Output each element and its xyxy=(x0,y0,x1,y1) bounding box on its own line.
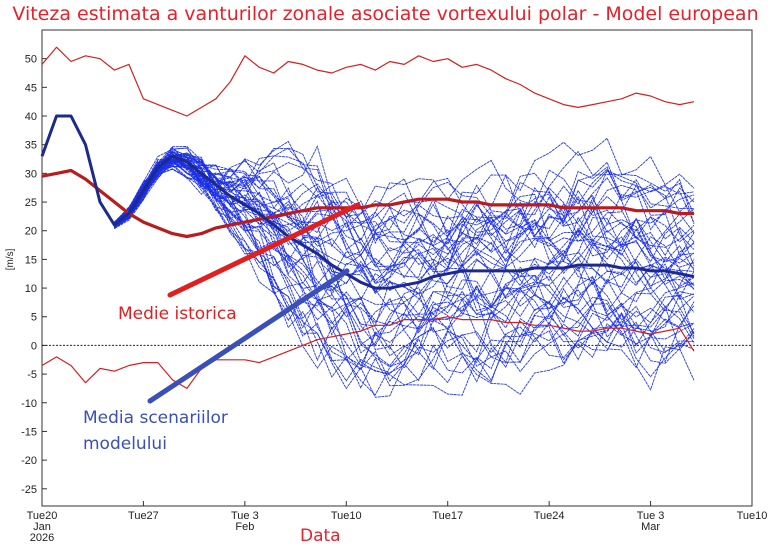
ensemble-member-line xyxy=(114,158,695,295)
x-axis-label: Data xyxy=(300,526,341,546)
x-tick-label: Tue27 xyxy=(128,510,159,522)
x-tick-label: Tue24 xyxy=(534,510,565,522)
x-tick-label: Tue10 xyxy=(737,510,768,522)
ensemble-member-line xyxy=(114,160,695,337)
ensemble-member-line xyxy=(114,156,695,300)
y-axis-label: [m/s] xyxy=(5,248,16,270)
ensemble-member-line xyxy=(114,151,695,269)
ensemble-member-line xyxy=(114,140,695,242)
x-tick-sublabel: Feb xyxy=(235,521,254,533)
y-tick-label: -10 xyxy=(21,398,37,410)
annotation-media-line2: modelului xyxy=(83,434,167,454)
y-tick-label: -20 xyxy=(21,455,37,467)
annotation-media-scenariilor: Media scenariilor modelului xyxy=(83,405,228,457)
series-line-minim-istoric xyxy=(41,316,695,389)
chart-title: Viteza estimata a vanturilor zonale asoc… xyxy=(12,3,759,25)
ensemble-member-line xyxy=(114,158,695,263)
y-tick-label: 35 xyxy=(25,140,37,152)
y-tick-label: 25 xyxy=(25,197,37,209)
y-tick-label: -15 xyxy=(21,426,37,438)
ensemble-members xyxy=(114,137,695,398)
ensemble-member-line xyxy=(114,165,695,310)
y-tick-label: 50 xyxy=(25,54,37,66)
ensemble-member-line xyxy=(114,149,695,391)
annotation-medie-istorica: Medie istorica xyxy=(118,304,237,324)
y-tick-label: 30 xyxy=(25,168,37,180)
ensemble-member-line xyxy=(114,155,695,367)
ensemble-member-line xyxy=(114,153,695,364)
x-tick-label: Tue20 xyxy=(27,510,58,522)
ensemble-member-line xyxy=(114,153,695,304)
y-tick-label: 0 xyxy=(31,340,37,352)
y-tick-label: 45 xyxy=(25,82,37,94)
y-tick-label: -5 xyxy=(27,369,37,381)
series-line-medie-istorica xyxy=(41,168,694,239)
ensemble-member-line xyxy=(114,154,695,275)
ensemble-member-line xyxy=(114,156,695,382)
annotation-arrow-media-scenariilor xyxy=(147,268,350,404)
y-tick-label: 20 xyxy=(25,226,37,238)
ensemble-member-line xyxy=(114,155,695,247)
x-tick-label: Tue17 xyxy=(432,510,463,522)
x-tick-sublabel: Mar xyxy=(641,521,660,533)
ensemble-member-line xyxy=(114,152,695,285)
series-line-media-scenariilor-modelului xyxy=(40,114,695,290)
ensemble-member-line xyxy=(114,161,695,371)
plot-frame xyxy=(41,29,753,507)
y-tick-label: 15 xyxy=(25,254,37,266)
y-tick-label: 40 xyxy=(25,111,37,123)
x-tick-sublabel: Jan xyxy=(33,521,51,533)
x-tick-sublabel: 2026 xyxy=(30,532,54,544)
ensemble-member-line xyxy=(114,165,695,284)
annotation-media-line1: Media scenariilor xyxy=(83,408,228,428)
x-tick-label: Tue 3 xyxy=(231,510,259,522)
annotation-arrow-medie-istorica xyxy=(167,202,361,298)
y-tick-label: -25 xyxy=(21,484,37,496)
ensemble-member-line xyxy=(114,158,695,312)
y-tick-label: 5 xyxy=(31,312,37,324)
ensemble-member-line xyxy=(114,162,695,326)
ensemble-member-line xyxy=(114,151,695,375)
x-tick-label: Tue 3 xyxy=(637,510,665,522)
x-tick-label: Tue10 xyxy=(331,510,362,522)
series-line-maxim-istoric xyxy=(41,46,695,117)
y-tick-label: 10 xyxy=(25,283,37,295)
